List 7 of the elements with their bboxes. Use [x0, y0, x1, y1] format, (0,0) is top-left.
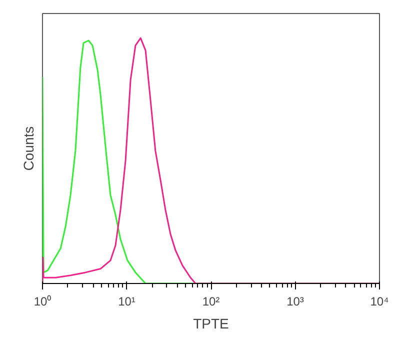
x-tick-label: 10⁴ — [370, 294, 389, 308]
x-axis-title: TPTE — [193, 316, 229, 332]
y-axis-title: Counts — [20, 126, 36, 171]
x-tick-label: 10³ — [286, 294, 304, 308]
x-tick-label: 10¹ — [118, 294, 136, 308]
x-tick-label: 10² — [202, 294, 220, 308]
x-tick-label: 10⁰ — [34, 294, 52, 308]
